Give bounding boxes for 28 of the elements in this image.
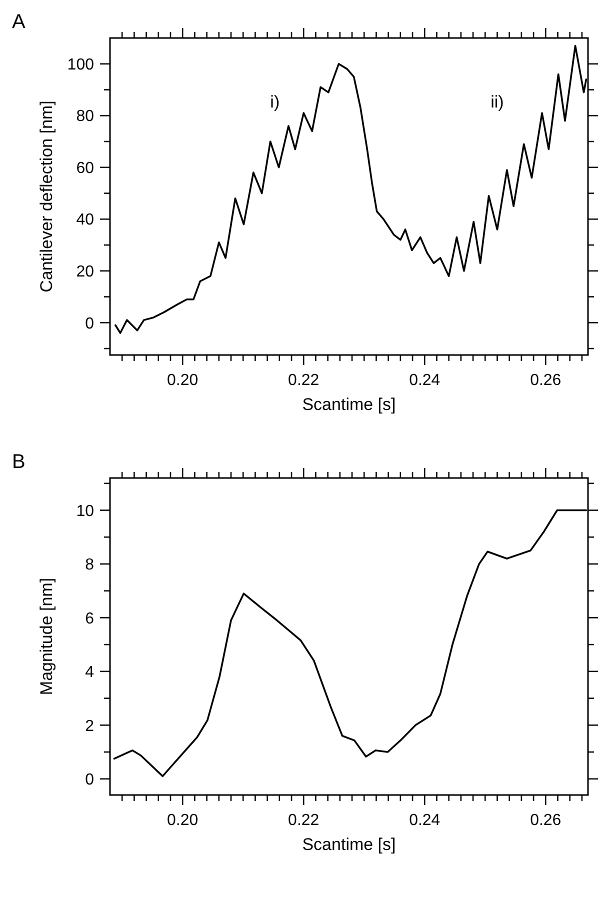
x-tick-label: 0.20 [167,372,198,389]
annotation: i) [270,92,280,112]
y-tick-label: 10 [76,502,94,520]
y-axis-title: Magnitude [nm] [37,578,56,696]
x-tick-label: 0.22 [288,812,320,829]
y-tick-label: 80 [76,108,94,126]
x-tick-label: 0.24 [409,372,440,389]
chart-title: A [12,11,26,33]
chart-title: B [12,451,26,473]
y-tick-label: 60 [76,160,94,177]
x-tick-label: 0.22 [288,372,320,389]
y-tick-label: 8 [85,556,94,574]
y-tick-label: 0 [85,771,94,788]
y-tick-label: 4 [85,664,94,682]
y-tick-label: 0 [85,315,94,332]
y-tick-label: 40 [76,212,94,229]
y-tick-label: 2 [85,718,94,735]
x-tick-label: 0.20 [167,812,198,829]
x-axis-title: Scantime [s] [302,835,396,854]
x-tick-label: 0.26 [530,812,562,829]
x-axis-title: Scantime [s] [302,395,396,414]
y-tick-label: 6 [85,610,94,628]
x-tick-label: 0.26 [530,372,562,389]
annotation: ii) [490,92,504,112]
y-axis-title: Cantilever deflection [nm] [37,100,56,292]
x-tick-label: 0.24 [409,812,440,829]
y-tick-label: 20 [76,264,94,280]
y-tick-label: 100 [67,56,94,74]
